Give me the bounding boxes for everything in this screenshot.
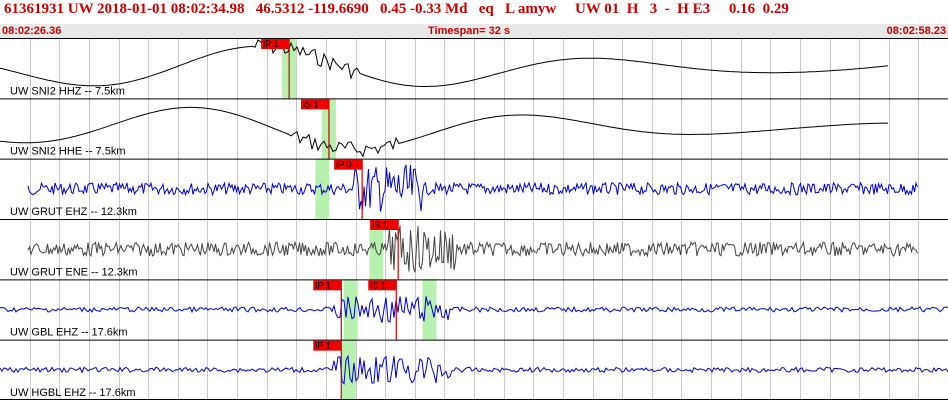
waveform: [0, 38, 889, 87]
seismogram-panels[interactable]: iP 1 UW SNI2 HHZ -- 7.5km iS 1 UW SNI2 HHE …: [0, 38, 948, 400]
end-time: 08:02:58.23: [886, 25, 946, 37]
pick-label: iS 1: [372, 220, 388, 230]
start-time: 08:02:26.36: [2, 25, 62, 37]
pick-label: iP 1: [315, 280, 330, 290]
waveform: [27, 164, 918, 212]
time-bar: 08:02:26.36 Timespan= 32 s 08:02:58.23: [0, 24, 948, 38]
pick-flag: [261, 39, 290, 49]
trace-label: UW GRUT EHZ -- 12.3km: [10, 206, 137, 218]
event-header: 61361931 UW 2018-01-01 08:02:34.98 46.53…: [0, 0, 948, 38]
pick-label: iP 1: [263, 39, 278, 49]
pick-flag: [368, 280, 397, 291]
pick-label: iP 1: [315, 341, 330, 351]
trace-label: UW SNI2 HHZ -- 7.5km: [10, 85, 125, 97]
pick-label: iS 1: [370, 280, 386, 290]
trace-label: UW GRUT ENE -- 12.3km: [10, 266, 138, 278]
waveform: [0, 106, 888, 158]
pick-flag: [300, 99, 329, 110]
pick-label: iP 0: [336, 160, 351, 170]
pick-flag: [313, 280, 342, 291]
pick-label: iS 1: [303, 99, 319, 109]
waveform: [0, 295, 948, 323]
trace-label: UW HGBL EHZ -- 17.6km: [10, 387, 136, 399]
pick-flag: [313, 340, 342, 351]
pick-window: [315, 158, 330, 219]
trace-label: UW SNI2 HHE -- 7.5km: [10, 146, 126, 158]
trace-label: UW GBL EHZ -- 17.6km: [10, 327, 128, 339]
waveform: [27, 225, 918, 273]
pick-window: [343, 279, 358, 340]
pick-window: [369, 219, 384, 280]
pick-flag: [334, 159, 363, 170]
event-title: 61361931 UW 2018-01-01 08:02:34.98 46.53…: [4, 1, 789, 17]
pick-flag: [370, 220, 399, 230]
waveform: [0, 354, 948, 385]
timespan-label: Timespan= 32 s: [428, 25, 511, 37]
pick-window: [422, 279, 437, 340]
